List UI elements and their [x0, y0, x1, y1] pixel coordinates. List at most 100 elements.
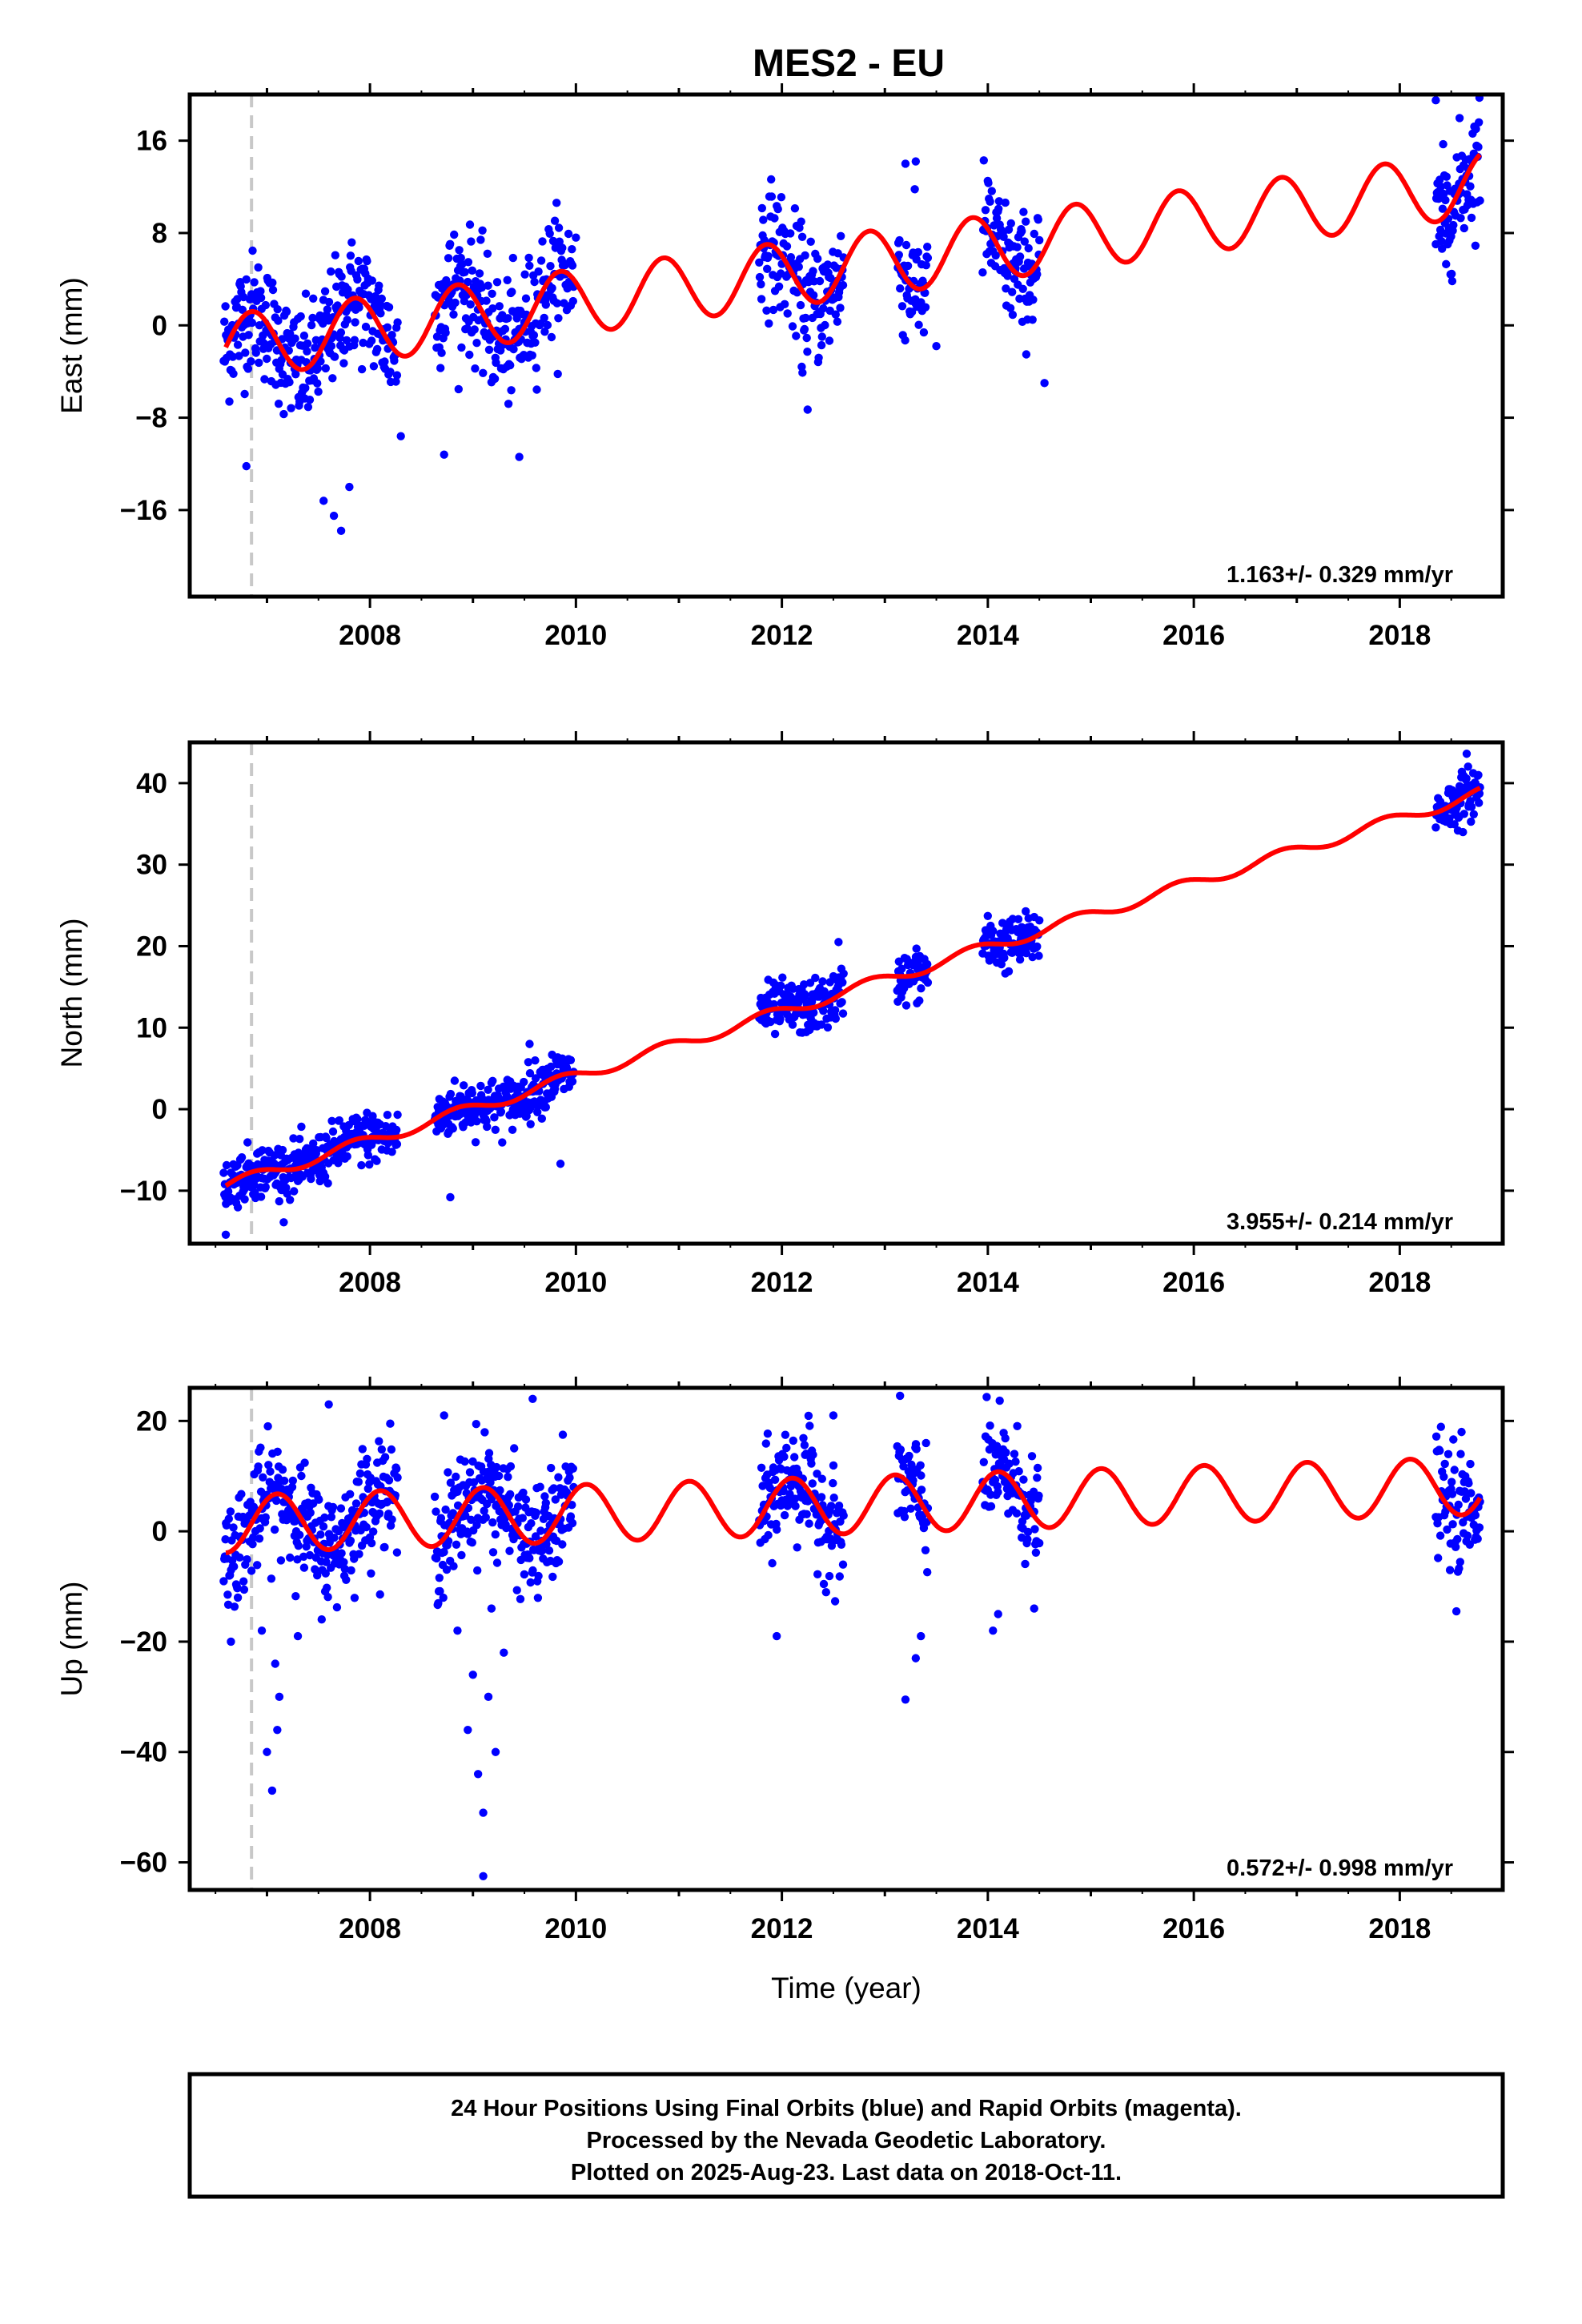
data-point [763, 1429, 773, 1438]
data-point [912, 1445, 921, 1454]
data-point [367, 1569, 375, 1578]
data-point [393, 1110, 402, 1120]
data-point [319, 497, 328, 505]
data-point [545, 229, 554, 238]
data-point [351, 1499, 361, 1508]
data-point [568, 261, 577, 270]
data-point [314, 387, 323, 396]
data-point [291, 370, 300, 379]
data-point [917, 984, 926, 993]
data-point [235, 352, 243, 360]
data-point [328, 374, 337, 383]
data-point [809, 1008, 818, 1017]
data-point [528, 351, 536, 360]
data-point [529, 331, 539, 340]
data-point [243, 364, 253, 373]
data-point [392, 371, 402, 380]
data-point [465, 1468, 475, 1477]
data-point [755, 272, 765, 282]
data-point [496, 1108, 506, 1116]
data-point [554, 1473, 563, 1482]
data-point [257, 1626, 267, 1635]
data-point [791, 1502, 800, 1510]
data-point [809, 267, 817, 275]
data-point [279, 1218, 288, 1227]
y-tick-label: 8 [152, 218, 167, 249]
data-point [786, 229, 795, 238]
data-point [530, 277, 539, 287]
data-point [1455, 1564, 1464, 1573]
data-point [386, 1419, 395, 1428]
data-point [551, 1495, 560, 1504]
data-point [782, 242, 792, 251]
data-point [303, 403, 313, 412]
data-point [568, 1501, 576, 1510]
data-point [253, 1561, 262, 1570]
data-point [521, 1495, 531, 1504]
data-point [1466, 182, 1475, 191]
data-point [336, 526, 346, 536]
data-point [995, 1396, 1004, 1405]
data-point [826, 274, 835, 283]
data-point [548, 283, 556, 292]
data-point [1439, 189, 1448, 199]
data-point [492, 1462, 501, 1472]
data-point [917, 1631, 926, 1641]
data-point [797, 232, 807, 241]
y-tick-label: 40 [136, 768, 167, 799]
data-point [1474, 770, 1483, 779]
data-point [553, 369, 562, 379]
data-point [277, 356, 286, 364]
x-tick-label: 2016 [1162, 1267, 1225, 1298]
data-point [455, 246, 464, 255]
data-point [804, 1411, 813, 1421]
data-point [440, 1547, 448, 1557]
data-point [376, 1482, 385, 1491]
data-point [839, 969, 848, 979]
data-point [758, 1482, 767, 1490]
y-tick-label: −8 [135, 403, 167, 434]
data-point [1453, 1534, 1462, 1544]
data-point [1033, 1474, 1042, 1482]
data-point [986, 1502, 996, 1511]
data-point [1460, 810, 1469, 818]
data-point [1008, 310, 1018, 320]
data-point [896, 1445, 905, 1454]
data-point [903, 261, 913, 271]
data-point [233, 340, 243, 349]
data-point [838, 1560, 848, 1569]
data-point [337, 1549, 346, 1558]
data-point [328, 1502, 338, 1512]
data-point [1467, 802, 1476, 811]
data-point [923, 243, 932, 251]
data-point [801, 251, 809, 260]
data-point [392, 1140, 402, 1149]
data-point [263, 1747, 271, 1756]
data-point [780, 1452, 789, 1462]
plot-frame [187, 1385, 1505, 1892]
data-point [780, 300, 789, 308]
data-point [513, 1502, 523, 1511]
data-point [992, 214, 1002, 223]
data-point [472, 1420, 480, 1429]
x-tick-label: 2012 [751, 1913, 813, 1944]
data-point [836, 304, 845, 312]
data-point [1460, 223, 1469, 233]
data-point [273, 1725, 282, 1735]
data-point [437, 348, 446, 357]
data-point [387, 1445, 396, 1454]
data-point [1452, 1542, 1460, 1552]
data-point [831, 310, 841, 319]
data-point [528, 1394, 537, 1403]
plot-area [219, 1388, 1484, 1890]
data-point [915, 996, 924, 1005]
data-point [321, 364, 330, 373]
data-point [528, 1566, 537, 1575]
data-point [524, 253, 533, 263]
data-point [336, 1504, 346, 1513]
data-point [368, 1112, 377, 1120]
data-point [1019, 207, 1028, 216]
x-tick-label: 2010 [544, 1267, 607, 1298]
data-point [384, 1476, 394, 1485]
data-point [446, 1089, 456, 1099]
